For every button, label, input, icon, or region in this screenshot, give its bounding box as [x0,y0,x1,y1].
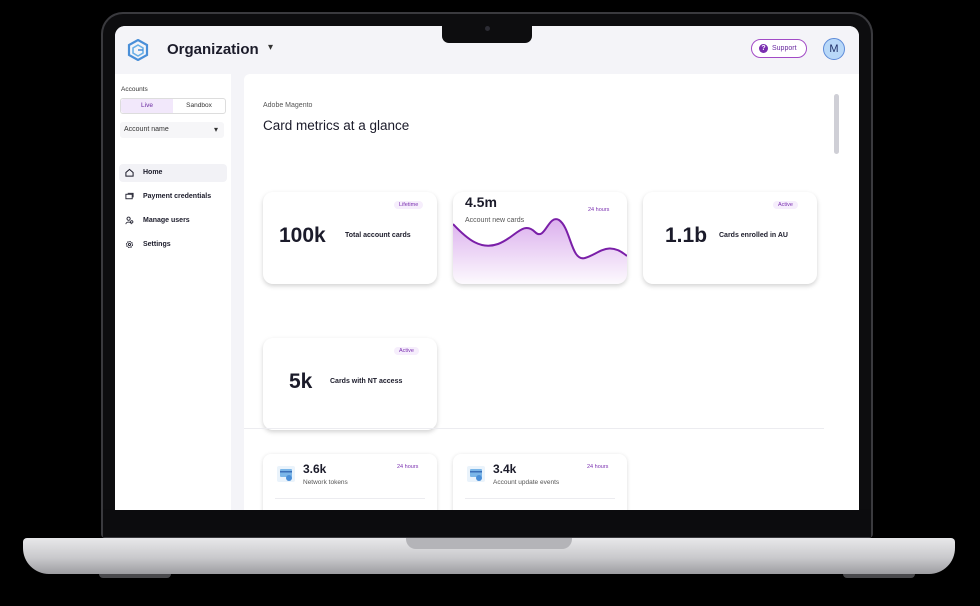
metric-caption: Account new cards [465,217,525,224]
brand-name: Adobe Magento [263,102,313,109]
status-badge: Active [394,347,419,355]
cards-icon [125,192,134,200]
sidebar-item-manage-users[interactable]: Manage users [119,212,227,230]
card-divider [275,498,425,499]
org-title[interactable]: Organization [167,41,259,58]
status-badge: Lifetime [394,201,424,209]
chevron-down-icon[interactable]: ▾ [268,42,274,53]
home-icon [125,168,134,177]
card-divider [465,498,615,499]
metric-caption: Account update events [493,479,560,486]
metric-card-total-account-cards[interactable]: Lifetime 100k Total account cards [263,192,437,284]
laptop-foot-right [843,574,915,578]
area-chart [453,218,627,284]
account-select[interactable]: Account name ▾ [120,122,224,138]
card-stack-icon [277,466,295,482]
time-badge: 24 hours [587,464,609,470]
scrollbar-thumb[interactable] [834,94,839,154]
mode-toggle: Live Sandbox [120,98,226,114]
laptop-base-notch [406,538,572,549]
logo-icon[interactable] [127,39,149,61]
mode-sandbox-button[interactable]: Sandbox [186,102,212,109]
support-button[interactable]: ? Support [751,39,807,58]
metric-caption: Network tokens [303,479,348,486]
avatar[interactable]: M [823,38,845,60]
app-screen: Organization ▾ ? Support M Accounts Live… [115,26,859,510]
section-divider [244,428,824,429]
sidebar-item-label: Home [143,169,163,176]
metric-value: 3.4k [493,462,517,476]
main-content: Adobe Magento Card metrics at a glance L… [244,74,859,510]
status-badge: Active [773,201,798,209]
metric-card-network-tokens[interactable]: 3.6k Network tokens 24 hours [263,454,437,510]
metric-value: 5k [289,370,313,393]
metric-card-cards-enrolled-au[interactable]: Active 1.1b Cards enrolled in AU [643,192,817,284]
metric-card-cards-nt-access[interactable]: Active 5k Cards with NT access [263,338,437,430]
mode-live-button[interactable]: Live [121,99,173,113]
time-badge: 24 hours [588,207,610,213]
sidebar-item-label: Settings [143,241,171,248]
chevron-down-icon: ▾ [214,125,219,134]
metric-value: 4.5m [465,194,497,210]
sidebar-item-payment-credentials[interactable]: Payment credentials [119,188,227,206]
sidebar-item-label: Payment credentials [143,193,212,200]
card-stack-icon [467,466,485,482]
metric-caption: Cards with NT access [330,378,403,385]
users-icon [125,216,134,225]
accounts-label: Accounts [121,86,148,93]
account-select-value: Account name [124,126,169,133]
laptop-bezel [103,509,871,537]
laptop-foot-left [99,574,171,578]
camera-notch [442,26,532,43]
sidebar: Accounts Live Sandbox Account name ▾ Hom… [115,74,231,510]
sidebar-item-settings[interactable]: Settings [119,236,227,254]
metric-value: 1.1b [665,224,708,247]
time-badge: 24 hours [397,464,419,470]
sidebar-item-home[interactable]: Home [119,164,227,182]
help-icon: ? [759,44,768,53]
metric-caption: Total account cards [345,232,411,239]
metric-value: 100k [279,224,326,247]
support-label: Support [772,45,797,52]
page-title: Card metrics at a glance [263,118,410,133]
sidebar-item-label: Manage users [143,217,190,224]
metric-value: 3.6k [303,462,327,476]
metric-card-account-update-events[interactable]: 3.4k Account update events 24 hours [453,454,627,510]
camera-icon [485,26,490,31]
metric-card-account-new-cards[interactable]: 4.5m Account new cards 24 hours [453,192,627,284]
gear-icon [125,240,134,249]
metric-caption: Cards enrolled in AU [719,232,788,239]
